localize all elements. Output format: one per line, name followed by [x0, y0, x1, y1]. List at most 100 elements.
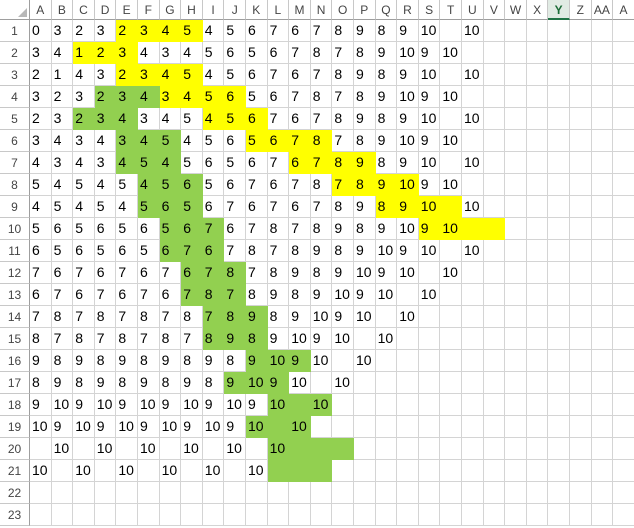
cell-g15[interactable]: 8 — [159, 328, 182, 350]
cell-n17[interactable] — [310, 372, 333, 394]
cell-f14[interactable]: 8 — [138, 306, 160, 328]
cell-u13[interactable] — [462, 284, 484, 306]
cell-c10[interactable]: 5 — [73, 218, 95, 240]
cell-c21[interactable]: 10 — [73, 460, 95, 482]
cell-l10[interactable]: 8 — [267, 218, 290, 240]
cell-g13[interactable]: 6 — [159, 284, 182, 306]
row-header-11[interactable]: 11 — [0, 240, 30, 262]
cell-aa15[interactable] — [591, 328, 614, 350]
cell-a20[interactable] — [30, 438, 52, 460]
cell-b7[interactable]: 3 — [51, 152, 74, 174]
cell-z16[interactable] — [570, 350, 592, 372]
cell-e17[interactable]: 8 — [116, 372, 138, 394]
cell-s20[interactable] — [418, 438, 441, 460]
cell-aa10[interactable] — [591, 218, 614, 240]
cell-i5[interactable]: 4 — [202, 108, 225, 130]
cell-x14[interactable] — [526, 306, 549, 328]
cell-u3[interactable]: 10 — [462, 64, 484, 86]
cell-z13[interactable] — [570, 284, 592, 306]
cell-p13[interactable]: 9 — [354, 284, 376, 306]
cell-w13[interactable] — [505, 284, 527, 306]
cell-t3[interactable] — [440, 64, 462, 86]
cell-v11[interactable] — [483, 240, 506, 262]
cell-n1[interactable]: 7 — [310, 20, 333, 42]
column-header-b[interactable]: B — [51, 0, 74, 20]
cell-c20[interactable] — [73, 438, 95, 460]
cell-aa9[interactable] — [591, 196, 614, 218]
cell-b17[interactable]: 9 — [51, 372, 74, 394]
cell-t18[interactable] — [440, 394, 462, 416]
cell-q5[interactable]: 8 — [375, 108, 398, 130]
cell-a9[interactable]: 4 — [30, 196, 52, 218]
cell-i13[interactable]: 8 — [202, 284, 225, 306]
row-header-8[interactable]: 8 — [0, 174, 30, 196]
cell-m23[interactable] — [289, 504, 311, 526]
cell-m15[interactable]: 10 — [289, 328, 311, 350]
cell-aa17[interactable] — [591, 372, 614, 394]
cell-k17[interactable]: 10 — [246, 372, 268, 394]
cell-v4[interactable] — [483, 86, 506, 108]
cell-d11[interactable]: 5 — [94, 240, 117, 262]
cell-f3[interactable]: 3 — [138, 64, 160, 86]
cell-b11[interactable]: 5 — [51, 240, 74, 262]
cell-e9[interactable]: 4 — [116, 196, 138, 218]
cell-p3[interactable]: 9 — [354, 64, 376, 86]
cell-r22[interactable] — [397, 482, 419, 504]
cell-i21[interactable]: 10 — [202, 460, 225, 482]
cell-a9[interactable] — [613, 196, 634, 218]
cell-e16[interactable]: 9 — [116, 350, 138, 372]
cell-l15[interactable]: 9 — [267, 328, 290, 350]
column-header-f[interactable]: F — [138, 0, 160, 20]
cell-g9[interactable]: 6 — [159, 196, 182, 218]
cell-h5[interactable]: 5 — [181, 108, 203, 130]
cell-j17[interactable]: 9 — [224, 372, 246, 394]
cell-z5[interactable] — [570, 108, 592, 130]
cell-l21[interactable] — [267, 460, 290, 482]
cell-k23[interactable] — [246, 504, 268, 526]
cell-w19[interactable] — [505, 416, 527, 438]
cell-z18[interactable] — [570, 394, 592, 416]
column-header-h[interactable]: H — [181, 0, 203, 20]
cell-x12[interactable] — [526, 262, 549, 284]
cell-j15[interactable]: 9 — [224, 328, 246, 350]
cell-v15[interactable] — [483, 328, 506, 350]
cell-p15[interactable] — [354, 328, 376, 350]
cell-x6[interactable] — [526, 130, 549, 152]
cell-f8[interactable]: 4 — [138, 174, 160, 196]
cell-f4[interactable]: 4 — [138, 86, 160, 108]
cell-aa13[interactable] — [591, 284, 614, 306]
cell-q20[interactable] — [375, 438, 398, 460]
cell-r18[interactable] — [397, 394, 419, 416]
cell-x5[interactable] — [526, 108, 549, 130]
cell-j2[interactable]: 6 — [224, 42, 246, 64]
cell-b1[interactable]: 3 — [51, 20, 74, 42]
cell-r23[interactable] — [397, 504, 419, 526]
cell-j16[interactable]: 8 — [224, 350, 246, 372]
cell-h16[interactable]: 8 — [181, 350, 203, 372]
cell-h21[interactable] — [181, 460, 203, 482]
cell-w21[interactable] — [505, 460, 527, 482]
cell-m2[interactable]: 7 — [289, 42, 311, 64]
cell-l17[interactable]: 9 — [267, 372, 290, 394]
cell-r21[interactable] — [397, 460, 419, 482]
cell-u20[interactable] — [462, 438, 484, 460]
cell-w10[interactable] — [505, 218, 527, 240]
cell-p19[interactable] — [354, 416, 376, 438]
cell-a3[interactable]: 2 — [30, 64, 52, 86]
column-header-r[interactable]: R — [397, 0, 419, 20]
cell-h6[interactable]: 4 — [181, 130, 203, 152]
cell-aa2[interactable] — [591, 42, 614, 64]
cell-s7[interactable]: 10 — [418, 152, 441, 174]
cell-e18[interactable]: 9 — [116, 394, 138, 416]
cell-o5[interactable]: 8 — [332, 108, 354, 130]
row-header-20[interactable]: 20 — [0, 438, 30, 460]
cell-s23[interactable] — [418, 504, 441, 526]
cell-i11[interactable]: 6 — [202, 240, 225, 262]
cell-d6[interactable]: 4 — [94, 130, 117, 152]
cell-x19[interactable] — [526, 416, 549, 438]
cell-k16[interactable]: 9 — [246, 350, 268, 372]
cell-v23[interactable] — [483, 504, 506, 526]
cell-l16[interactable]: 10 — [267, 350, 290, 372]
cell-v5[interactable] — [483, 108, 506, 130]
